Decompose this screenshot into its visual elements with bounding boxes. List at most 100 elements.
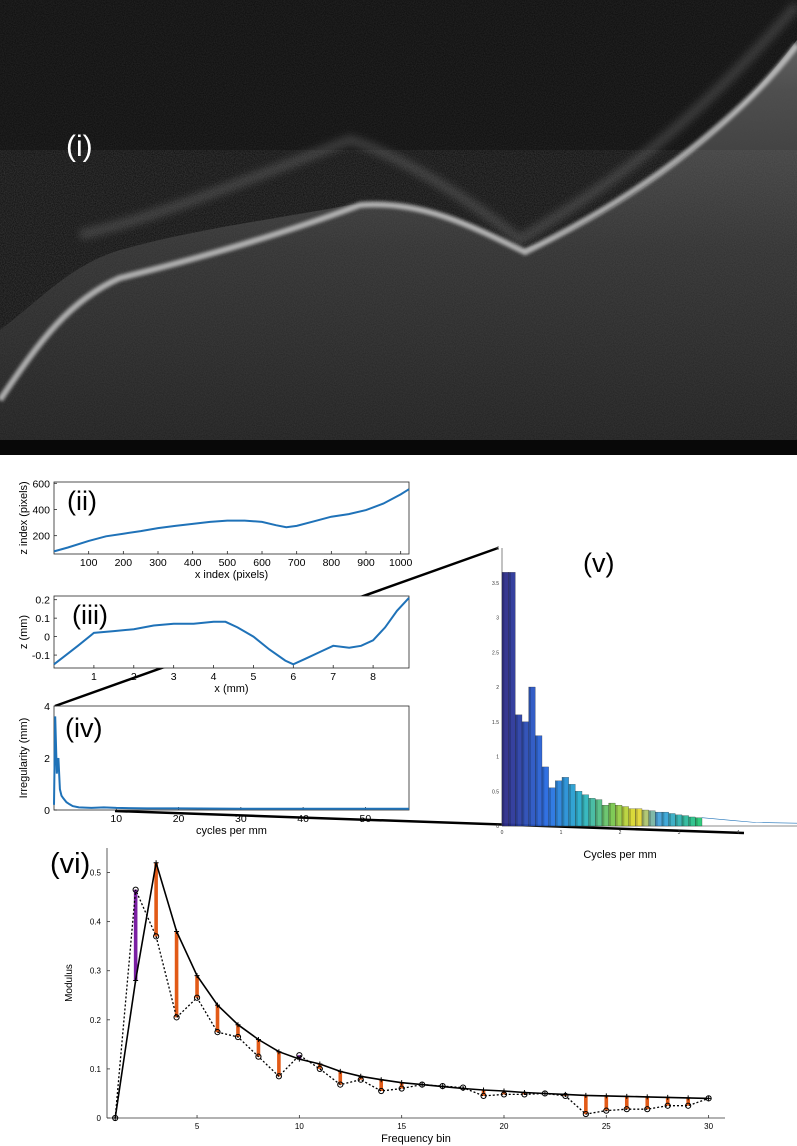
y-tick-label: 200 [32,531,50,543]
difference-bar [236,1024,240,1037]
x-axis-label: cycles per mm [196,825,267,837]
envelope-marker [481,1087,487,1093]
difference-bar [133,889,138,981]
x-tick-label: 300 [149,557,167,569]
y-tick-label: 3 [496,616,499,622]
bar-shade [508,572,512,826]
bar-shade [515,714,518,826]
difference-bar [174,931,179,1018]
x-axis-label: x index (pixels) [195,569,268,581]
x-tick-label: 1000 [389,557,413,569]
bar-shade [608,803,612,826]
x-tick-label: 700 [288,557,306,569]
envelope-marker [378,1077,384,1083]
envelope-marker [542,1090,548,1096]
envelope-marker [562,1091,568,1097]
chart-vi: 0 0.1 0.2 0.3 0.4 0.5 5 10 15 20 25 30 Frequency bin… [64,848,725,1145]
modulus-marker [214,1028,221,1036]
x-tick-label: 1 [91,671,97,683]
y-tick-label: 4 [44,701,50,713]
x-tick-label: 15 [397,1122,406,1131]
panel-label-i: (i) [66,130,93,163]
bar-shade [548,787,552,826]
modulus-marker [685,1102,692,1109]
y-axis-label: z (mm) [18,615,30,649]
y-tick-label: 0 [44,805,50,817]
x-tick-label: 2 [131,671,137,683]
envelope-marker [133,978,139,984]
modulus-marker [644,1106,651,1113]
envelope-marker [235,1022,241,1028]
difference-bar [686,1097,690,1106]
envelope-marker [337,1068,343,1074]
x-tick-label: 6 [290,671,296,683]
y-tick-label: 2 [44,753,50,765]
x-axis-label: x (mm) [214,683,248,695]
modulus-marker [500,1091,508,1098]
modulus-marker [173,1014,180,1021]
bar-shade [675,814,678,826]
bar [695,817,703,827]
y-tick-label: 0 [496,824,499,830]
x-tick-label: 3 [678,830,681,836]
envelope-marker [685,1095,691,1101]
bar-shade [555,780,558,826]
plot-frame [53,705,410,811]
modulus-marker [255,1053,262,1060]
modulus-marker [378,1087,385,1095]
envelope-marker [276,1049,282,1055]
difference-bar [195,975,199,998]
data-line [53,716,409,810]
envelope-marker [624,1093,630,1099]
y-tick-label: 0.3 [90,967,102,976]
x-tick-label: 600 [253,557,271,569]
difference-bar [256,1039,261,1057]
y-axis-label: Irregularity (mm) [18,718,30,799]
panel-label-vi: (vi) [50,848,91,880]
bar-shade [522,721,525,826]
x-tick-label: 5 [251,671,257,683]
modulus-marker [357,1076,364,1083]
difference-bar [584,1095,588,1115]
envelope-marker [399,1080,405,1086]
y-tick-label: 0 [44,632,50,644]
modulus-marker [623,1106,630,1113]
x-tick-label: 20 [173,813,185,825]
chart-ii: 100 200 300 400 500 600 700 800 900 1000 200 400 600… [18,478,413,581]
bar-shade [542,766,545,826]
envelope-marker [603,1093,609,1099]
x-tick-label: 10 [295,1122,304,1131]
y-tick-label: -0.1 [32,650,50,662]
x-tick-label: 25 [602,1122,611,1131]
x-tick-label: 800 [323,557,341,569]
y-axis-label: Modulus [64,964,75,1002]
y-tick-label: 0.2 [35,595,50,607]
bar-shade [668,813,672,826]
y-tick-label: 3.5 [492,581,499,587]
y-tick-label: 4 [496,546,499,552]
modulus-marker [153,933,160,940]
bar-shade [588,798,592,826]
bar-shade [642,810,645,826]
data-line [53,597,410,666]
y-tick-label: 0.2 [90,1016,102,1025]
x-tick-label: 3 [171,671,177,683]
modulus-marker [419,1081,426,1088]
bar-shade [568,784,572,826]
bar-shade [655,812,658,826]
chart-iii: 1 2 3 4 5 6 7 8 -0.1 0 0.1 0.2 x (mm) z (mm) [18,595,410,695]
modulus-line [114,889,709,1119]
y-axis-label: z index (pixels) [18,481,30,554]
panel-label-iii: (iii) [72,600,108,630]
envelope-marker [501,1088,507,1094]
x-tick-label: 200 [115,557,133,569]
x-tick-label: 5 [195,1122,200,1131]
modulus-marker [603,1107,610,1114]
envelope-marker [194,973,200,979]
y-tick-label: 0.1 [35,613,50,625]
chart-v: 0 0.5 1 1.5 2 2.5 3 3.5 4 0 1 2 3 4 Cycles per mm [492,546,797,861]
x-tick-label: 4 [737,830,740,836]
modulus-marker [541,1090,549,1097]
x-tick-label: 10 [110,813,122,825]
